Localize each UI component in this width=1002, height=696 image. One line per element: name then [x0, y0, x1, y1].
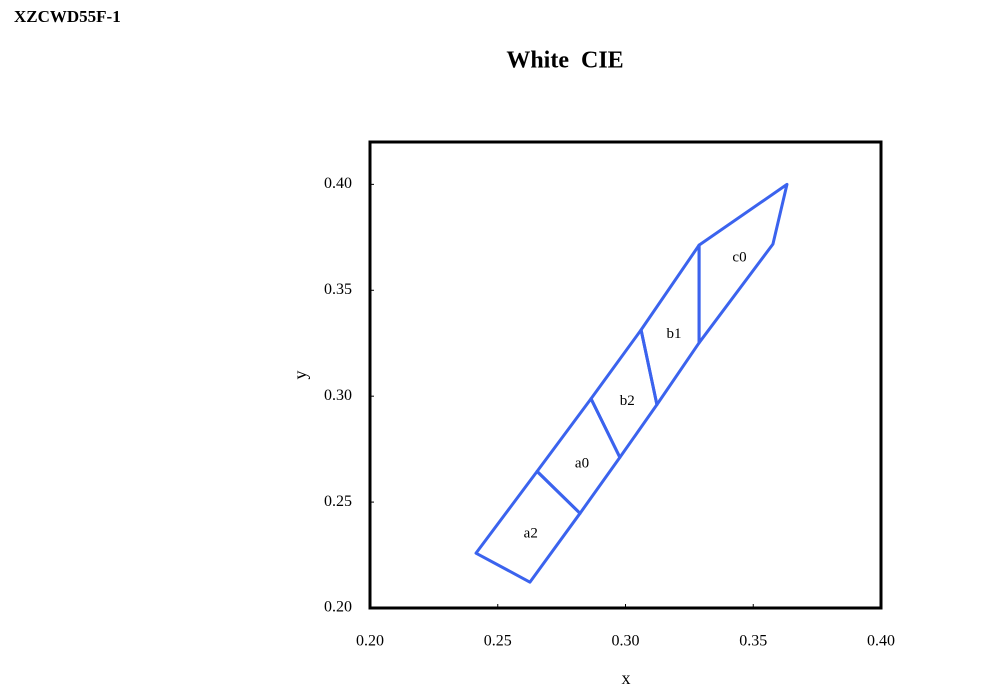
region	[639, 243, 701, 407]
y-tick-label: 0.25	[324, 493, 352, 510]
region-label: b1	[667, 326, 682, 342]
plot-frame	[368, 140, 883, 610]
y-tick-label: 0.20	[324, 599, 352, 616]
y-tick-label: 0.35	[324, 281, 352, 298]
x-tick-label: 0.30	[612, 633, 640, 650]
x-tick-label: 0.35	[739, 633, 767, 650]
region-label: a2	[524, 525, 538, 541]
y-tick-label: 0.30	[324, 387, 352, 404]
chart-title: White CIE	[506, 48, 623, 74]
region-label: c0	[732, 250, 746, 266]
x-tick-label: 0.25	[484, 633, 512, 650]
y-axis-label: y	[290, 371, 310, 380]
region	[697, 182, 789, 345]
region-label: b2	[620, 393, 635, 409]
region-label: a0	[575, 456, 589, 472]
x-tick-label: 0.40	[867, 633, 895, 650]
x-tick-label: 0.20	[356, 633, 384, 650]
x-axis-label: x	[622, 668, 631, 688]
page-header: XZCWD55F-1	[14, 7, 121, 26]
y-tick-label: 0.40	[324, 175, 352, 192]
